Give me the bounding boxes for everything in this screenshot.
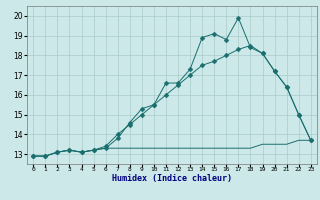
X-axis label: Humidex (Indice chaleur): Humidex (Indice chaleur) bbox=[112, 174, 232, 183]
